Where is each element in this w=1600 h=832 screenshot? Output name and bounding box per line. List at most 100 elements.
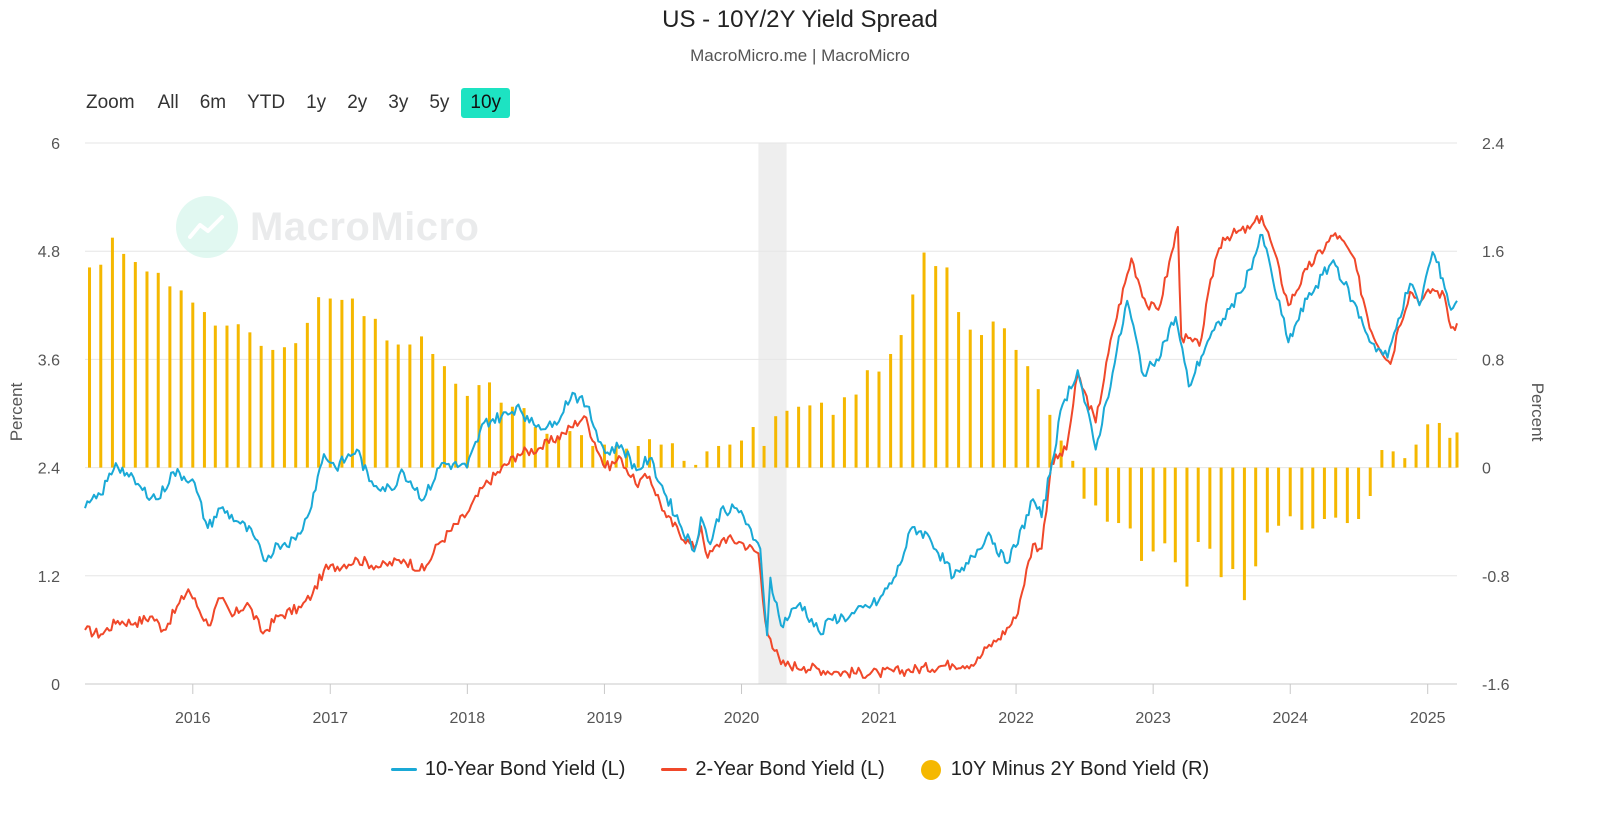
zoom-ytd-button[interactable]: YTD: [247, 92, 286, 113]
x-tick-label: 2021: [861, 710, 897, 727]
spread-bar: [477, 385, 481, 468]
spread-bar: [580, 435, 584, 468]
chart-trend-icon: [176, 196, 238, 258]
x-tick-label: 2024: [1272, 710, 1308, 727]
spread-bar: [1036, 389, 1040, 468]
spread-bar: [1437, 422, 1441, 468]
spread-bar: [568, 431, 572, 468]
spread-bar: [213, 325, 217, 468]
spread-bar: [248, 332, 252, 468]
x-tick-label: 2018: [450, 710, 486, 727]
legend-line-symbol: [661, 768, 688, 771]
zoom-10y-button[interactable]: 10y: [461, 88, 511, 118]
spread-bar: [1300, 467, 1304, 530]
y-left-tick-label: 3.6: [38, 352, 60, 369]
spread-bar: [1288, 467, 1292, 517]
two-year-yield-line: [84, 215, 1458, 679]
spread-bar: [774, 416, 778, 468]
spread-bar: [728, 444, 732, 468]
x-tick-label: 2022: [998, 710, 1034, 727]
zoom-1y-button[interactable]: 1y: [306, 92, 327, 113]
spread-bar: [1277, 467, 1281, 526]
x-tick-label: 2016: [175, 710, 211, 727]
spread-bar: [625, 448, 629, 468]
spread-bar: [1403, 458, 1407, 468]
zoom-6m-button[interactable]: 6m: [199, 92, 227, 113]
spread-bar: [1391, 451, 1395, 468]
spread-bar: [911, 294, 915, 468]
spread-bar: [1322, 467, 1326, 519]
spread-bar: [785, 410, 789, 468]
y-right-tick-label: -1.6: [1482, 677, 1510, 694]
spread-bar: [1151, 467, 1155, 552]
spread-bar: [991, 321, 995, 468]
legend-label: 2-Year Bond Yield (L): [695, 758, 885, 780]
spread-bar: [420, 336, 424, 468]
spread-bar: [350, 298, 354, 468]
zoom-5y-button[interactable]: 5y: [429, 92, 450, 113]
spread-bar: [202, 312, 206, 468]
spread-bar: [1265, 467, 1269, 533]
y-left-tick-label: 4.8: [38, 244, 60, 261]
ten-year-yield-line: [84, 233, 1458, 637]
legend-item-spread[interactable]: 10Y Minus 2Y Bond Yield (R): [920, 758, 1209, 781]
spread-bar: [557, 437, 561, 468]
spread-bar: [1254, 467, 1258, 567]
spread-bar: [1426, 424, 1430, 468]
legend-dot-symbol: [920, 759, 941, 780]
x-tick-label: 2019: [587, 710, 623, 727]
spread-bar: [179, 290, 183, 468]
legend-item-2y[interactable]: 2-Year Bond Yield (L): [661, 758, 885, 781]
spread-bar: [545, 433, 549, 468]
spread-bar: [1014, 349, 1018, 468]
spread-bar: [1380, 450, 1384, 468]
spread-bar: [659, 444, 663, 468]
y-right-tick-label: 0: [1482, 461, 1491, 478]
spread-bar: [362, 316, 366, 468]
y-left-tick-label: 2.4: [38, 461, 60, 478]
spread-bar: [305, 322, 309, 468]
spread-bar: [1048, 414, 1052, 468]
spread-bar: [854, 394, 858, 468]
legend-item-10y[interactable]: 10-Year Bond Yield (L): [390, 758, 625, 781]
spread-bar: [694, 464, 698, 468]
spread-bar: [1185, 467, 1189, 587]
spread-bar: [236, 324, 240, 468]
y-left-tick-label: 0: [51, 677, 60, 694]
zoom-label: Zoom: [86, 92, 135, 113]
spread-bar: [945, 267, 949, 468]
legend-line-symbol: [390, 768, 417, 771]
spread-bar: [705, 451, 709, 468]
spread-bar: [225, 325, 229, 468]
spread-bar: [133, 262, 137, 468]
spread-bar: [751, 427, 755, 468]
spread-bar: [396, 344, 400, 468]
zoom-3y-button[interactable]: 3y: [388, 92, 409, 113]
spread-bar: [670, 443, 674, 468]
chart-legend: 10-Year Bond Yield (L) 2-Year Bond Yield…: [0, 758, 1600, 781]
spread-bar: [122, 253, 126, 468]
spread-bar: [271, 349, 275, 468]
spread-bar: [1196, 467, 1200, 542]
spread-bar: [156, 272, 160, 468]
spread-bar: [1311, 467, 1315, 529]
spread-bar: [957, 312, 961, 468]
zoom-all-button[interactable]: All: [157, 92, 179, 113]
spread-bar: [1242, 467, 1246, 601]
y-left-tick-label: 6: [51, 136, 60, 153]
spread-bar: [1026, 366, 1030, 468]
x-tick-label: 2017: [312, 710, 348, 727]
spread-bar: [1163, 467, 1167, 544]
spread-bar: [820, 402, 824, 468]
spread-bar: [1128, 467, 1132, 529]
zoom-2y-button[interactable]: 2y: [347, 92, 368, 113]
y-left-tick-label: 1.2: [38, 569, 60, 586]
spread-bar: [99, 264, 103, 468]
spread-bar: [922, 252, 926, 468]
spread-bar: [282, 347, 286, 468]
y-right-tick-label: 2.4: [1482, 136, 1504, 153]
spread-bar: [899, 335, 903, 468]
spread-bar: [682, 460, 686, 468]
x-tick-label: 2023: [1135, 710, 1171, 727]
